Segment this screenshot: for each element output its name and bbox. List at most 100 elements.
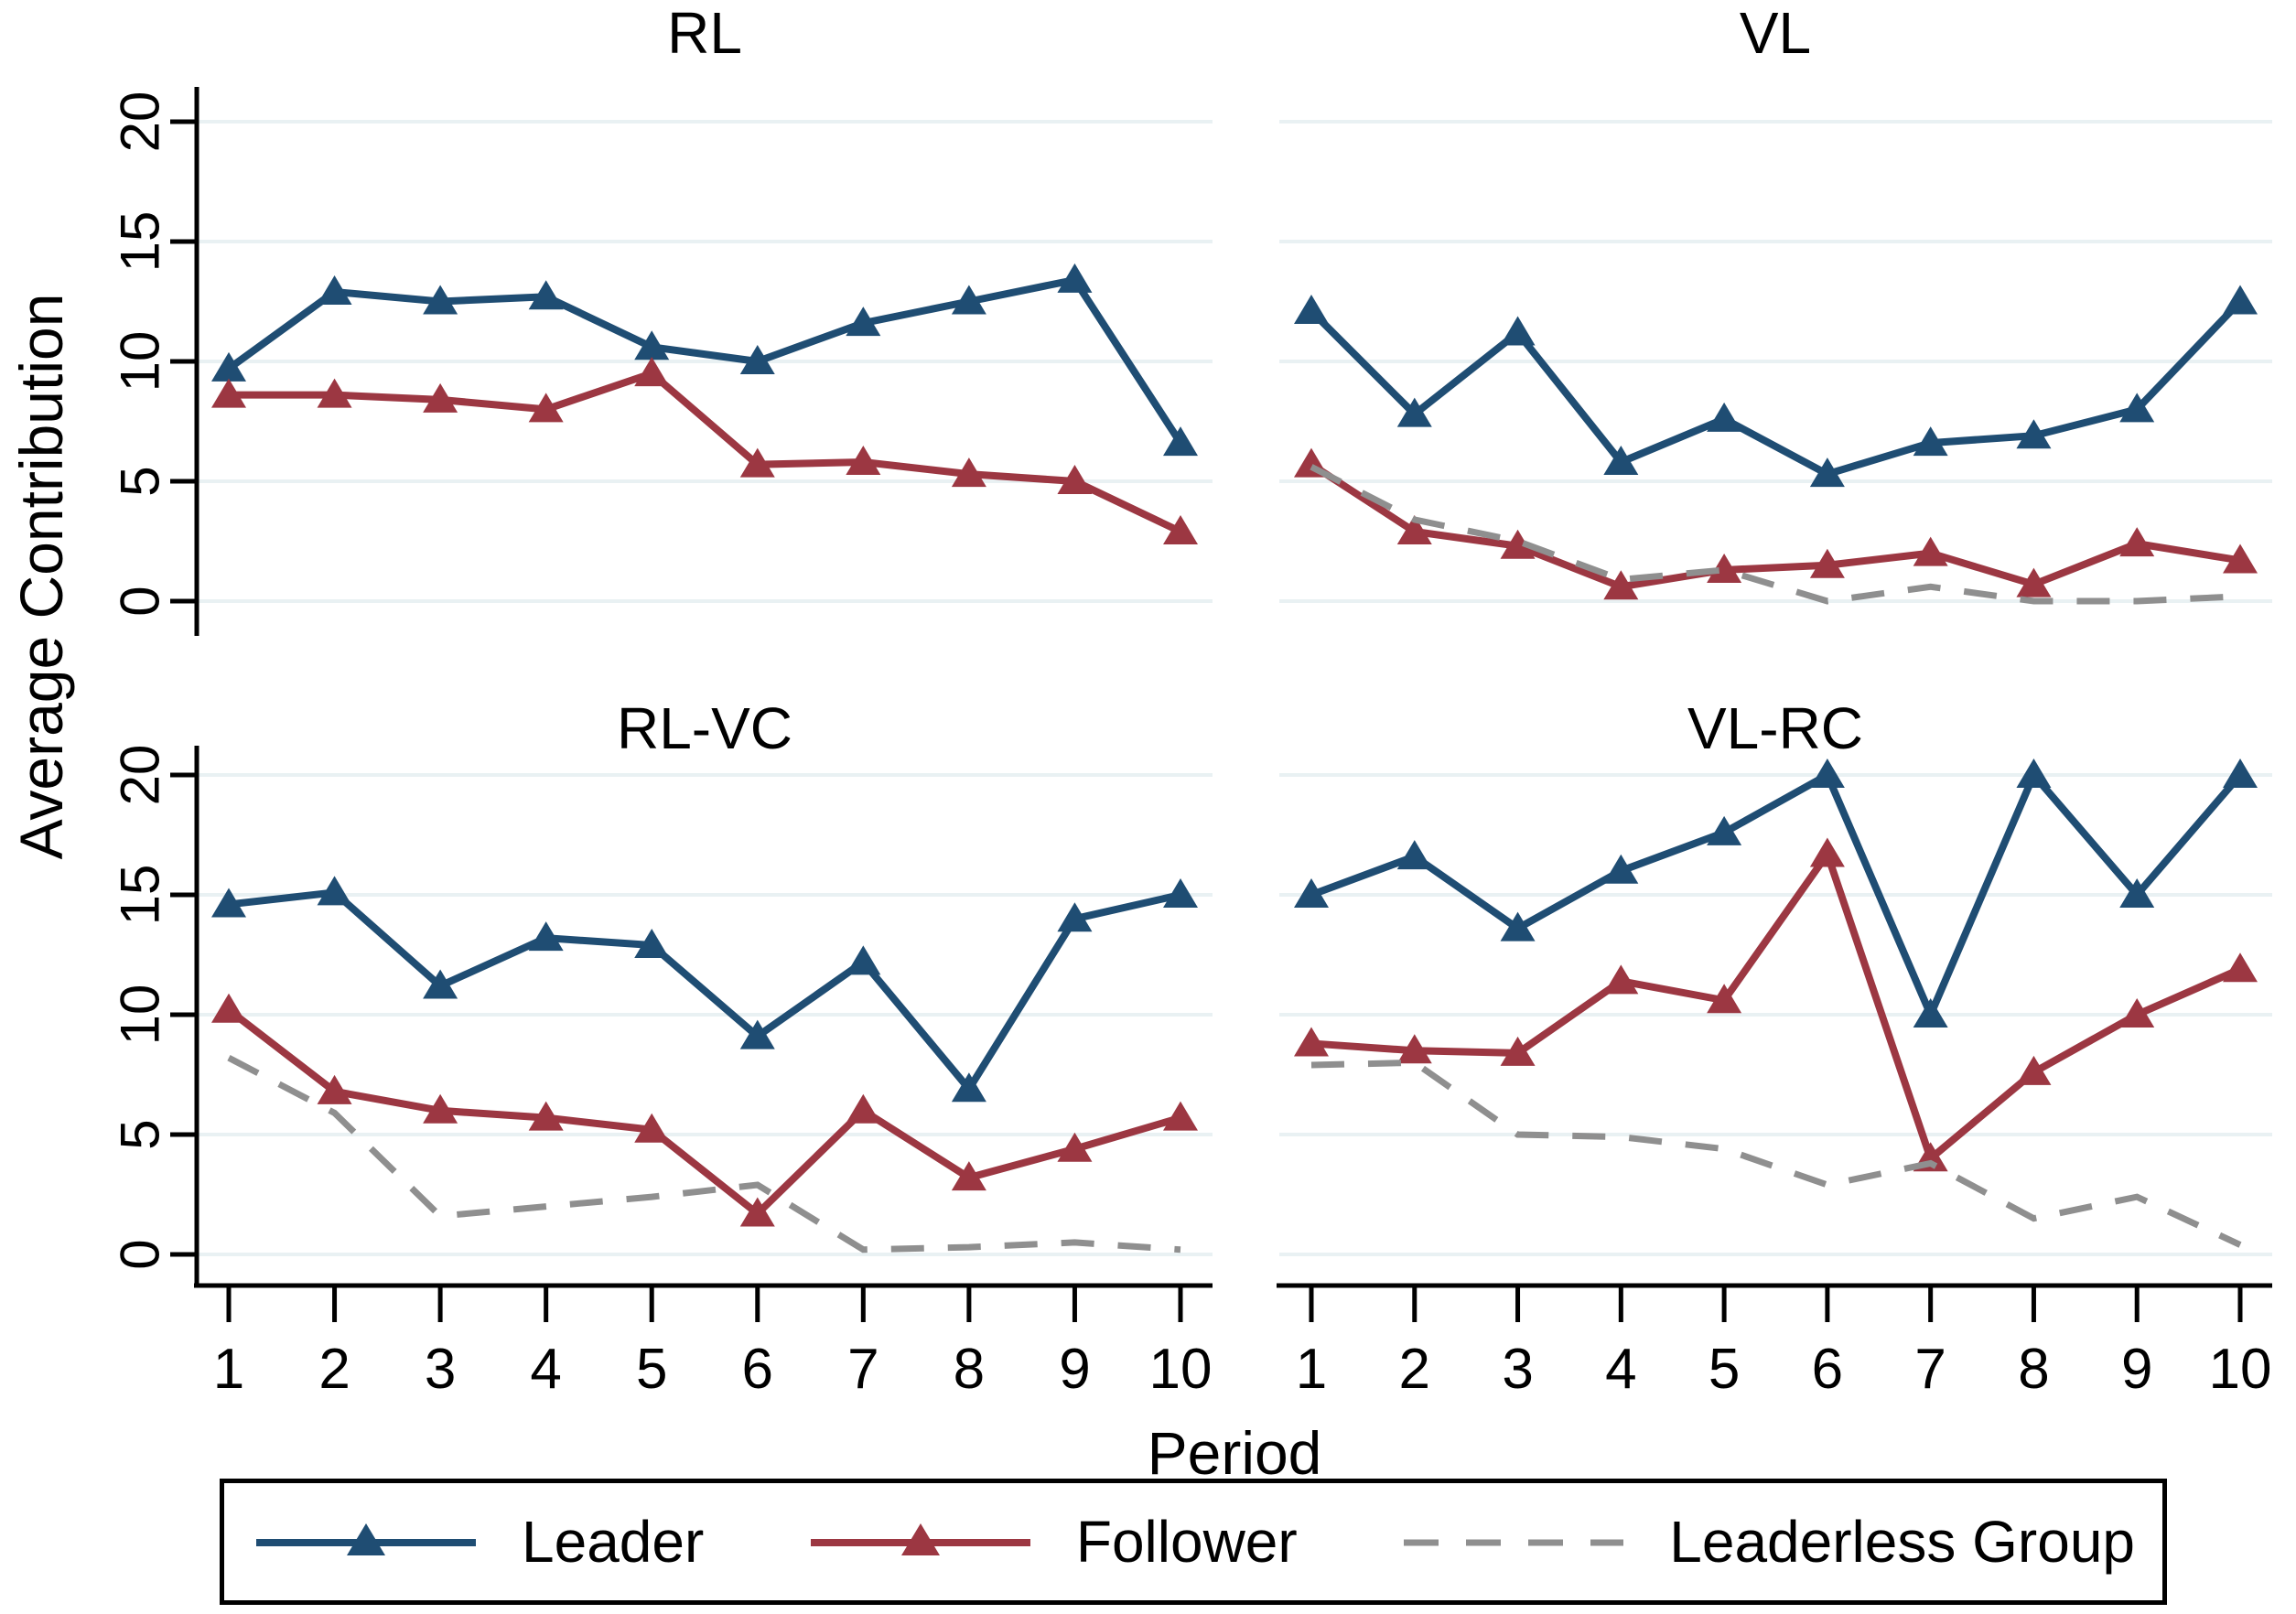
marker-triangle-follower	[2223, 543, 2258, 574]
marker-triangle-leader	[846, 307, 881, 337]
marker-triangle-leader	[423, 285, 458, 315]
series-line-leaderless-group	[227, 1055, 1181, 1254]
marker-triangle-follower	[528, 1101, 564, 1131]
marker-triangle-follower	[317, 378, 352, 408]
marker-triangle-leader	[1500, 911, 1536, 942]
panel-title-rl-vc: RL-VC	[616, 695, 793, 761]
series-line-leader	[1310, 768, 2244, 1025]
x-tick-label: 5	[1709, 1338, 1740, 1401]
x-tick-label: 9	[1059, 1338, 1090, 1401]
marker-triangle-leader	[739, 345, 775, 374]
legend: Leader Follower Leaderless Group	[220, 1479, 2167, 1605]
y-tick-label: 15	[110, 211, 171, 273]
series-line-leaderless-group	[1310, 1059, 2242, 1248]
marker-triangle-leader	[2119, 878, 2155, 908]
y-tick-label: 0	[110, 586, 171, 616]
y-tick-label: 10	[110, 985, 171, 1046]
y-tick-label: 5	[110, 466, 171, 496]
marker-triangle-follower	[1707, 553, 1742, 583]
marker-triangle-follower	[1163, 1101, 1198, 1131]
marker-triangle-leader	[2223, 285, 2258, 315]
marker-triangle-leader	[951, 1072, 986, 1103]
marker-triangle-leader	[1809, 759, 1845, 788]
x-tick-label: 10	[1149, 1338, 1213, 1401]
marker-triangle-follower	[739, 447, 775, 478]
marker-triangle-follower	[739, 1197, 775, 1227]
series-line-leader	[1309, 298, 2243, 479]
marker-triangle-leader	[528, 921, 564, 952]
marker-triangle-follower	[1396, 515, 1432, 545]
x-tick-label: 4	[1605, 1338, 1636, 1401]
marker-triangle-follower	[2119, 527, 2155, 557]
marker-triangle-leader	[1396, 397, 1432, 427]
marker-triangle-follower	[1396, 1034, 1432, 1064]
marker-triangle-follower	[2223, 952, 2258, 983]
marker-triangle-follower	[2016, 567, 2052, 597]
marker-triangle-leader	[739, 1019, 775, 1049]
leader-line-icon	[256, 1523, 476, 1555]
panel-VL	[1279, 120, 2272, 605]
marker-triangle-follower	[951, 457, 986, 488]
marker-triangle-leader	[2016, 759, 2052, 788]
marker-triangle-follower	[1603, 964, 1639, 995]
marker-triangle-follower	[1057, 465, 1093, 494]
panel-VL-RC: 1 2 3 4 5 6 7 8 9 10	[1277, 759, 2272, 1401]
marker-triangle-leader	[528, 280, 564, 310]
leaderless-dashed-line-icon	[1404, 1539, 1624, 1546]
series-line-follower	[1310, 845, 2242, 1166]
marker-triangle-leader	[1913, 998, 1948, 1028]
marker-triangle-leader	[317, 275, 352, 306]
y-tick-label: 20	[110, 91, 171, 153]
marker-triangle-leader	[423, 969, 458, 999]
x-tick-label: 1	[213, 1338, 244, 1401]
x-tick-label: 4	[530, 1338, 561, 1401]
marker-triangle-leader	[846, 945, 881, 975]
marker-triangle-leader	[951, 285, 986, 315]
x-tick-label: 9	[2121, 1338, 2152, 1401]
marker-triangle-follower	[1163, 515, 1198, 545]
legend-label-leader: Leader	[522, 1509, 705, 1575]
marker-triangle-leader	[1603, 854, 1639, 884]
marker-triangle-leader	[1057, 263, 1093, 293]
y-tick-label: 20	[110, 745, 171, 806]
y-tick-label: 0	[110, 1239, 171, 1269]
marker-triangle-leader	[1809, 457, 1845, 488]
marker-triangle-leader	[1913, 426, 1948, 457]
marker-triangle-follower	[423, 1093, 458, 1124]
x-tick-label: 5	[636, 1338, 667, 1401]
marker-triangle-follower	[1707, 984, 1742, 1014]
marker-triangle-follower	[1500, 1036, 1536, 1066]
panel-title-vl: VL	[1739, 0, 1812, 66]
x-tick-label: 8	[2018, 1338, 2049, 1401]
marker-triangle-follower	[2119, 998, 2155, 1028]
marker-triangle-follower	[211, 378, 246, 408]
x-tick-label: 7	[847, 1338, 879, 1401]
marker-triangle-leader	[1707, 402, 1742, 432]
marker-triangle-follower	[1603, 570, 1639, 600]
marker-triangle-follower	[1057, 1132, 1093, 1162]
marker-triangle-leader	[1500, 316, 1536, 346]
marker-triangle-follower	[1809, 548, 1845, 578]
marker-triangle-follower	[951, 1161, 986, 1191]
marker-triangle-leader	[1057, 902, 1093, 932]
legend-label-follower: Follower	[1075, 1509, 1298, 1575]
series-line-follower	[226, 1006, 1182, 1219]
panel-RL: 0 5 10 15 20	[110, 87, 1213, 636]
marker-triangle-follower	[1500, 529, 1536, 559]
marker-triangle-follower	[423, 382, 458, 413]
marker-triangle-follower	[634, 1113, 670, 1143]
y-tick-label: 10	[110, 331, 171, 393]
y-tick-label: 15	[110, 865, 171, 926]
marker-triangle-leader	[2223, 759, 2258, 788]
legend-item-leaderless: Leaderless Group	[1399, 1508, 2135, 1576]
x-tick-label: 3	[425, 1338, 456, 1401]
marker-triangle-leader	[634, 929, 670, 959]
panel-RL-VC: 0 5 10 15 20 1 2 3 4 5 6 7 8 9 10	[110, 745, 1213, 1401]
marker-triangle-leader	[2016, 419, 2052, 449]
series-line-follower	[229, 369, 1182, 535]
follower-line-icon	[810, 1523, 1030, 1555]
marker-triangle-follower	[846, 446, 881, 476]
x-tick-label: 6	[1812, 1338, 1843, 1401]
